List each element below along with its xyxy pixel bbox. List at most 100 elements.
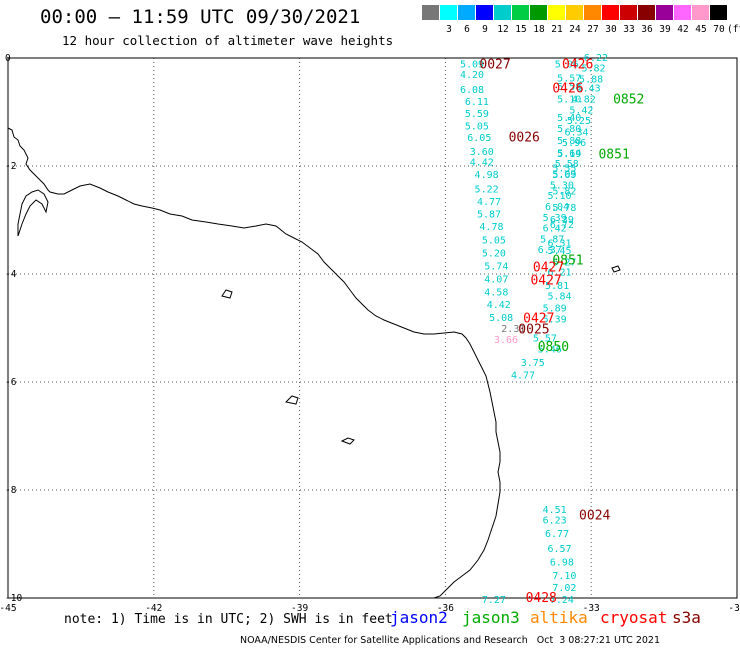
swh-value: 5.22 xyxy=(475,185,499,196)
swh-value: 4.58 xyxy=(484,287,508,298)
pass-time: 0426 xyxy=(552,82,583,97)
swh-value: 6.72 xyxy=(550,220,574,231)
map-grid xyxy=(7,57,738,599)
swh-value: 5.96 xyxy=(562,138,586,149)
swh-value: 6.77 xyxy=(545,529,569,540)
swh-value: 7.27 xyxy=(482,595,506,606)
swh-value: 5.88 xyxy=(579,75,603,86)
pass-time: 0426 xyxy=(562,57,593,72)
swh-value: 5.69 xyxy=(552,170,576,181)
legend-label: 30 xyxy=(605,24,617,35)
swh-value: 5.82 xyxy=(581,64,605,75)
island-1 xyxy=(221,289,233,299)
swh-value: 5.30 xyxy=(550,180,574,191)
swh-value: 5.39 xyxy=(543,213,567,224)
swh-value: 5.89 xyxy=(543,303,567,314)
swh-value: 4.42 xyxy=(487,300,511,311)
y-tick-label: -6 xyxy=(5,377,17,388)
legend-jason3: jason3 xyxy=(462,608,520,627)
swh-value: 7.02 xyxy=(552,583,576,594)
x-tick-label: -30 xyxy=(728,603,740,614)
x-tick-label: -33 xyxy=(583,603,600,614)
swh-value: 5.81 xyxy=(545,281,569,292)
swh-value: 2.31 xyxy=(501,324,525,335)
legend-swatch xyxy=(512,5,529,20)
swh-value: 5.58 xyxy=(557,82,581,93)
swh-value: 6.21 xyxy=(547,267,571,278)
swh-value: 5.59 xyxy=(465,109,489,120)
swh-value: 5.10 xyxy=(547,191,571,202)
swh-value: 5.09 xyxy=(460,59,484,70)
pass-time: 0428 xyxy=(526,591,557,606)
x-tick-label: -36 xyxy=(437,603,454,614)
swh-value: 3.75 xyxy=(521,358,545,369)
swh-value: 5.20 xyxy=(482,248,506,259)
swh-value-layer: 5.094.206.086.115.595.056.053.604.424.98… xyxy=(460,53,608,606)
legend-swatch xyxy=(476,5,493,20)
swh-value: 6.27 xyxy=(552,258,576,269)
swh-value: 5.58 xyxy=(555,159,579,170)
swh-value: 5.82 xyxy=(552,186,576,197)
swh-value: 5.87 xyxy=(477,210,501,221)
swh-value: 5.06 xyxy=(555,59,579,70)
legend-label: 9 xyxy=(482,24,488,35)
legend-swatch xyxy=(602,5,619,20)
legend-swatch xyxy=(440,5,457,20)
legend-label: 36 xyxy=(641,24,653,35)
swh-value: 4.77 xyxy=(511,370,535,381)
legend-swatch xyxy=(566,5,583,20)
swh-value: 5.55 xyxy=(552,164,576,175)
pass-time: 0427 xyxy=(523,312,554,327)
swh-value: 4.77 xyxy=(477,197,501,208)
swh-value: 5.64 xyxy=(557,149,581,160)
swh-value: 5.57 xyxy=(533,334,557,345)
swh-value: 3.66 xyxy=(494,335,518,346)
legend-swatch xyxy=(584,5,601,20)
y-tick-label: -4 xyxy=(5,269,17,280)
pass-time: 0851 xyxy=(598,148,629,163)
swh-value: 5.25 xyxy=(567,116,591,127)
legend-label: 42 xyxy=(677,24,689,35)
legend-swatch xyxy=(494,5,511,20)
y-tick-label: -2 xyxy=(5,161,16,172)
chart-subtitle: 12 hour collection of altimeter wave hei… xyxy=(62,33,394,48)
legend-altika: altika xyxy=(530,608,588,627)
swh-value: 5.19 xyxy=(557,149,581,160)
swh-value: 6.22 xyxy=(584,53,608,64)
swh-value: 5.10 xyxy=(557,95,581,106)
legend-label: 3 xyxy=(446,24,452,35)
swh-value: 4.07 xyxy=(484,274,508,285)
swh-value: 5.45 xyxy=(547,246,571,257)
legend-label: (ft) xyxy=(727,24,740,35)
swh-value: 5.87 xyxy=(540,234,564,245)
swh-value: 4.82 xyxy=(572,95,596,106)
swh-value: 6.23 xyxy=(543,516,567,527)
swh-value: 5.78 xyxy=(552,203,576,214)
swh-value: 5.57 xyxy=(557,73,581,84)
pass-time: 0025 xyxy=(518,323,549,338)
legend-label: 33 xyxy=(623,24,635,35)
swh-value: 5.80 xyxy=(557,124,581,135)
swh-value: 6.39 xyxy=(550,215,574,226)
legend-swatch xyxy=(656,5,673,20)
island-3 xyxy=(340,437,355,445)
map-frame xyxy=(7,57,738,599)
swh-value: 6.42 xyxy=(543,224,567,235)
pass-time: 0851 xyxy=(552,253,583,268)
swh-value: 7.24 xyxy=(550,595,574,606)
legend-swatch xyxy=(692,5,709,20)
pass-time: 0850 xyxy=(538,340,569,355)
coastline xyxy=(7,127,501,599)
swh-value: 5.03 xyxy=(552,170,576,181)
swh-value: 6.05 xyxy=(467,133,491,144)
footer-note: note: 1) Time is in UTC; 2) SWH is in fe… xyxy=(64,612,393,627)
island-4 xyxy=(611,265,621,273)
legend-label: 27 xyxy=(587,24,599,35)
legend-swatch xyxy=(548,5,565,20)
swh-value: 5.88 xyxy=(557,136,581,147)
legend-jason2: jason2 xyxy=(390,608,448,627)
pass-time-layer: 0027 042604260852002608510851042704270427… xyxy=(479,57,644,606)
swh-value: 5.39 xyxy=(543,314,567,325)
legend-label: 21 xyxy=(551,24,563,35)
